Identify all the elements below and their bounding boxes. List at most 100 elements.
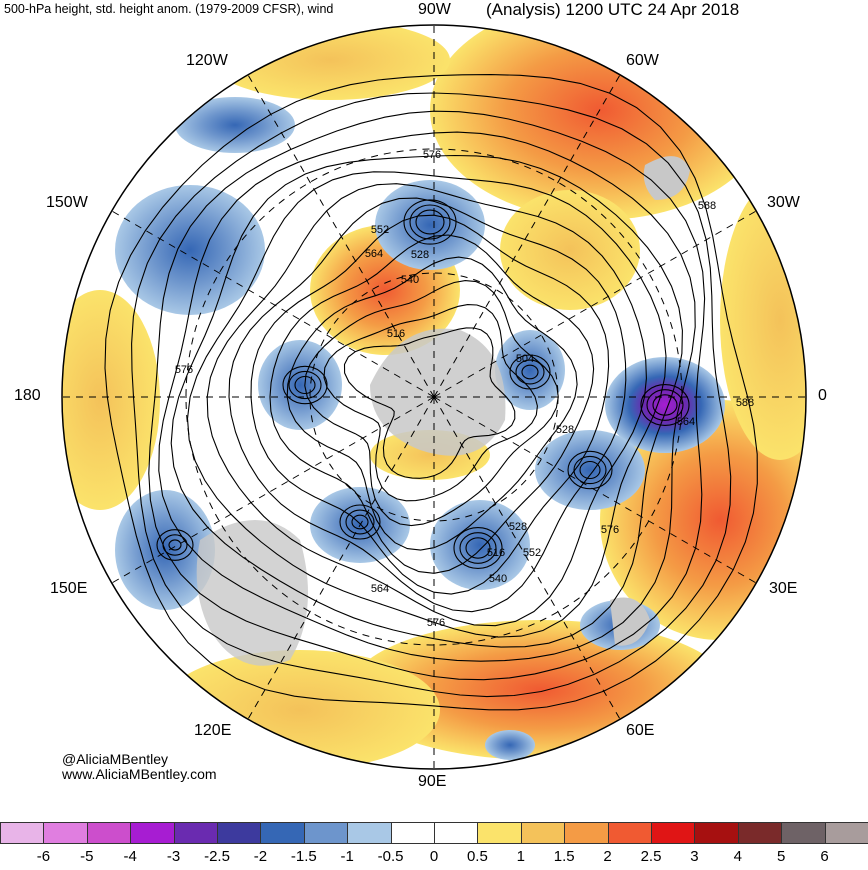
closed-low-contour bbox=[646, 389, 684, 421]
colorbar-swatch bbox=[347, 822, 392, 844]
closed-low-contour bbox=[652, 394, 678, 416]
contour-label: 576 bbox=[601, 524, 619, 536]
colorbar-swatch bbox=[260, 822, 305, 844]
map-boundary bbox=[61, 24, 807, 770]
closed-low-contour bbox=[453, 527, 503, 569]
warm-anomaly-pacific bbox=[62, 290, 160, 510]
contour-label: 504 bbox=[516, 353, 534, 365]
contour-label: 564 bbox=[371, 583, 389, 595]
lon-label-150w: 150W bbox=[46, 194, 88, 211]
closed-low-contour bbox=[567, 450, 613, 490]
closed-low-contour bbox=[282, 365, 328, 405]
lon-label-150e: 150E bbox=[50, 580, 88, 597]
closed-low-contour bbox=[515, 359, 545, 385]
warm-anomaly-north bbox=[210, 25, 450, 100]
closed-low-contour bbox=[521, 364, 539, 380]
closed-low-contour bbox=[156, 529, 194, 561]
lon-label-60e: 60E bbox=[626, 722, 655, 739]
contour-label: 552 bbox=[371, 224, 389, 236]
lon-label-30e: 30E bbox=[769, 580, 798, 597]
contour-label: 552 bbox=[523, 547, 541, 559]
meridian-line bbox=[111, 210, 435, 398]
contour-label: 528 bbox=[411, 249, 429, 261]
lon-label-180: 180 bbox=[14, 387, 41, 404]
colorbar-swatch bbox=[0, 822, 45, 844]
contour-label: 540 bbox=[489, 573, 507, 585]
contour-label: 588 bbox=[736, 397, 754, 409]
cool-anomaly-arctic bbox=[495, 330, 565, 410]
colorbar-tick-label: 2.5 bbox=[640, 848, 662, 865]
contour-label: 516 bbox=[487, 547, 505, 559]
cool-anomaly-alaska bbox=[115, 185, 265, 315]
colorbar-tick-label: -2 bbox=[253, 848, 268, 865]
meridian-line bbox=[247, 74, 435, 398]
credit-handle: @AliciaMBentley bbox=[62, 751, 169, 767]
closed-low-contour bbox=[339, 504, 381, 540]
meridian-line bbox=[433, 74, 621, 398]
closed-low-contour bbox=[640, 384, 690, 426]
contour-label: 576 bbox=[427, 617, 445, 629]
closed-low-contour bbox=[288, 370, 322, 400]
closed-low-contour bbox=[351, 514, 369, 530]
colorbar-swatch bbox=[824, 822, 868, 844]
colorbar-tick-label: 0.5 bbox=[466, 848, 488, 865]
colorbar-swatch bbox=[781, 822, 826, 844]
colorbar-swatch bbox=[737, 822, 783, 844]
contour-label: 564 bbox=[677, 416, 695, 428]
lon-label-30w: 30W bbox=[767, 194, 800, 211]
colorbar-tick-label: 4 bbox=[733, 848, 742, 865]
colorbar-tick-label: 6 bbox=[820, 848, 829, 865]
colorbar-swatch bbox=[303, 822, 349, 844]
warm-anomaly-greenland bbox=[500, 190, 640, 310]
closed-low-contour bbox=[168, 539, 182, 551]
colorbar-swatch bbox=[651, 822, 696, 844]
map-title-left: 500-hPa height, std. height anom. (1979-… bbox=[4, 2, 334, 16]
contour-label: 576 bbox=[175, 364, 193, 376]
contour-label: 528 bbox=[556, 424, 574, 436]
lon-label-120w: 120W bbox=[186, 52, 228, 69]
closed-low-contour bbox=[579, 460, 601, 480]
closed-low-contour bbox=[409, 204, 451, 240]
colorbar-tick-label: -6 bbox=[36, 848, 51, 865]
cool-anomaly-north-pacific bbox=[175, 97, 295, 153]
colorbar-tick-label: 1.5 bbox=[553, 848, 575, 865]
meridian-line bbox=[433, 396, 621, 720]
colorbar-tick-label: -2.5 bbox=[204, 848, 230, 865]
colorbar-swatch bbox=[694, 822, 739, 844]
contour-label: 516 bbox=[387, 328, 405, 340]
closed-low-contour bbox=[415, 209, 445, 235]
colorbar-tick-label: -4 bbox=[123, 848, 137, 865]
colorbar-tick-label: -1 bbox=[340, 848, 354, 865]
warm-anomaly-east bbox=[720, 180, 806, 460]
colorbar-tick-label: 3 bbox=[690, 848, 699, 865]
lon-label-0: 0 bbox=[818, 387, 827, 404]
cool-anomaly-beaufort bbox=[258, 340, 342, 430]
colorbar-tick-label: 1 bbox=[516, 848, 525, 865]
colorbar-tick-label: 2 bbox=[603, 848, 612, 865]
colorbar-tick-label: -3 bbox=[166, 848, 181, 865]
height-contour bbox=[186, 171, 667, 638]
meridian-line bbox=[247, 396, 435, 720]
contour-label: 528 bbox=[509, 521, 527, 533]
meridian-line bbox=[433, 396, 757, 584]
colorbar-tick-label: -5 bbox=[80, 848, 94, 865]
closed-low-contour bbox=[403, 199, 457, 245]
colorbar-swatch bbox=[477, 822, 522, 844]
meridian-line bbox=[111, 396, 435, 584]
colorbar-swatch bbox=[173, 822, 218, 844]
colorbar: -6 -5 -4 -3 -2.5 -2 -1.5 -1 -0.5 0 0.5 1 1.5 2 2.5 3 4 5 6 bbox=[0, 822, 868, 865]
colorbar-swatch bbox=[43, 822, 88, 844]
contour-label: 588 bbox=[698, 200, 716, 212]
lon-label-90w: 90W bbox=[418, 1, 451, 18]
colorbar-tick-label: 0 bbox=[429, 848, 439, 865]
colorbar-swatch bbox=[130, 822, 175, 844]
colorbar-tick-label: -0.5 bbox=[377, 848, 404, 865]
lon-label-120e: 120E bbox=[194, 722, 232, 739]
contour-label-layer: 576 552 528 564 540 516 504 588 528 564 576 576 528 5… bbox=[175, 149, 754, 629]
lat-lon-grid bbox=[62, 25, 806, 769]
colorbar-tick-label: 5 bbox=[777, 848, 786, 865]
lon-label-90e: 90E bbox=[418, 773, 447, 790]
colorbar-swatch bbox=[434, 822, 479, 844]
colorbar-swatch bbox=[217, 822, 262, 844]
